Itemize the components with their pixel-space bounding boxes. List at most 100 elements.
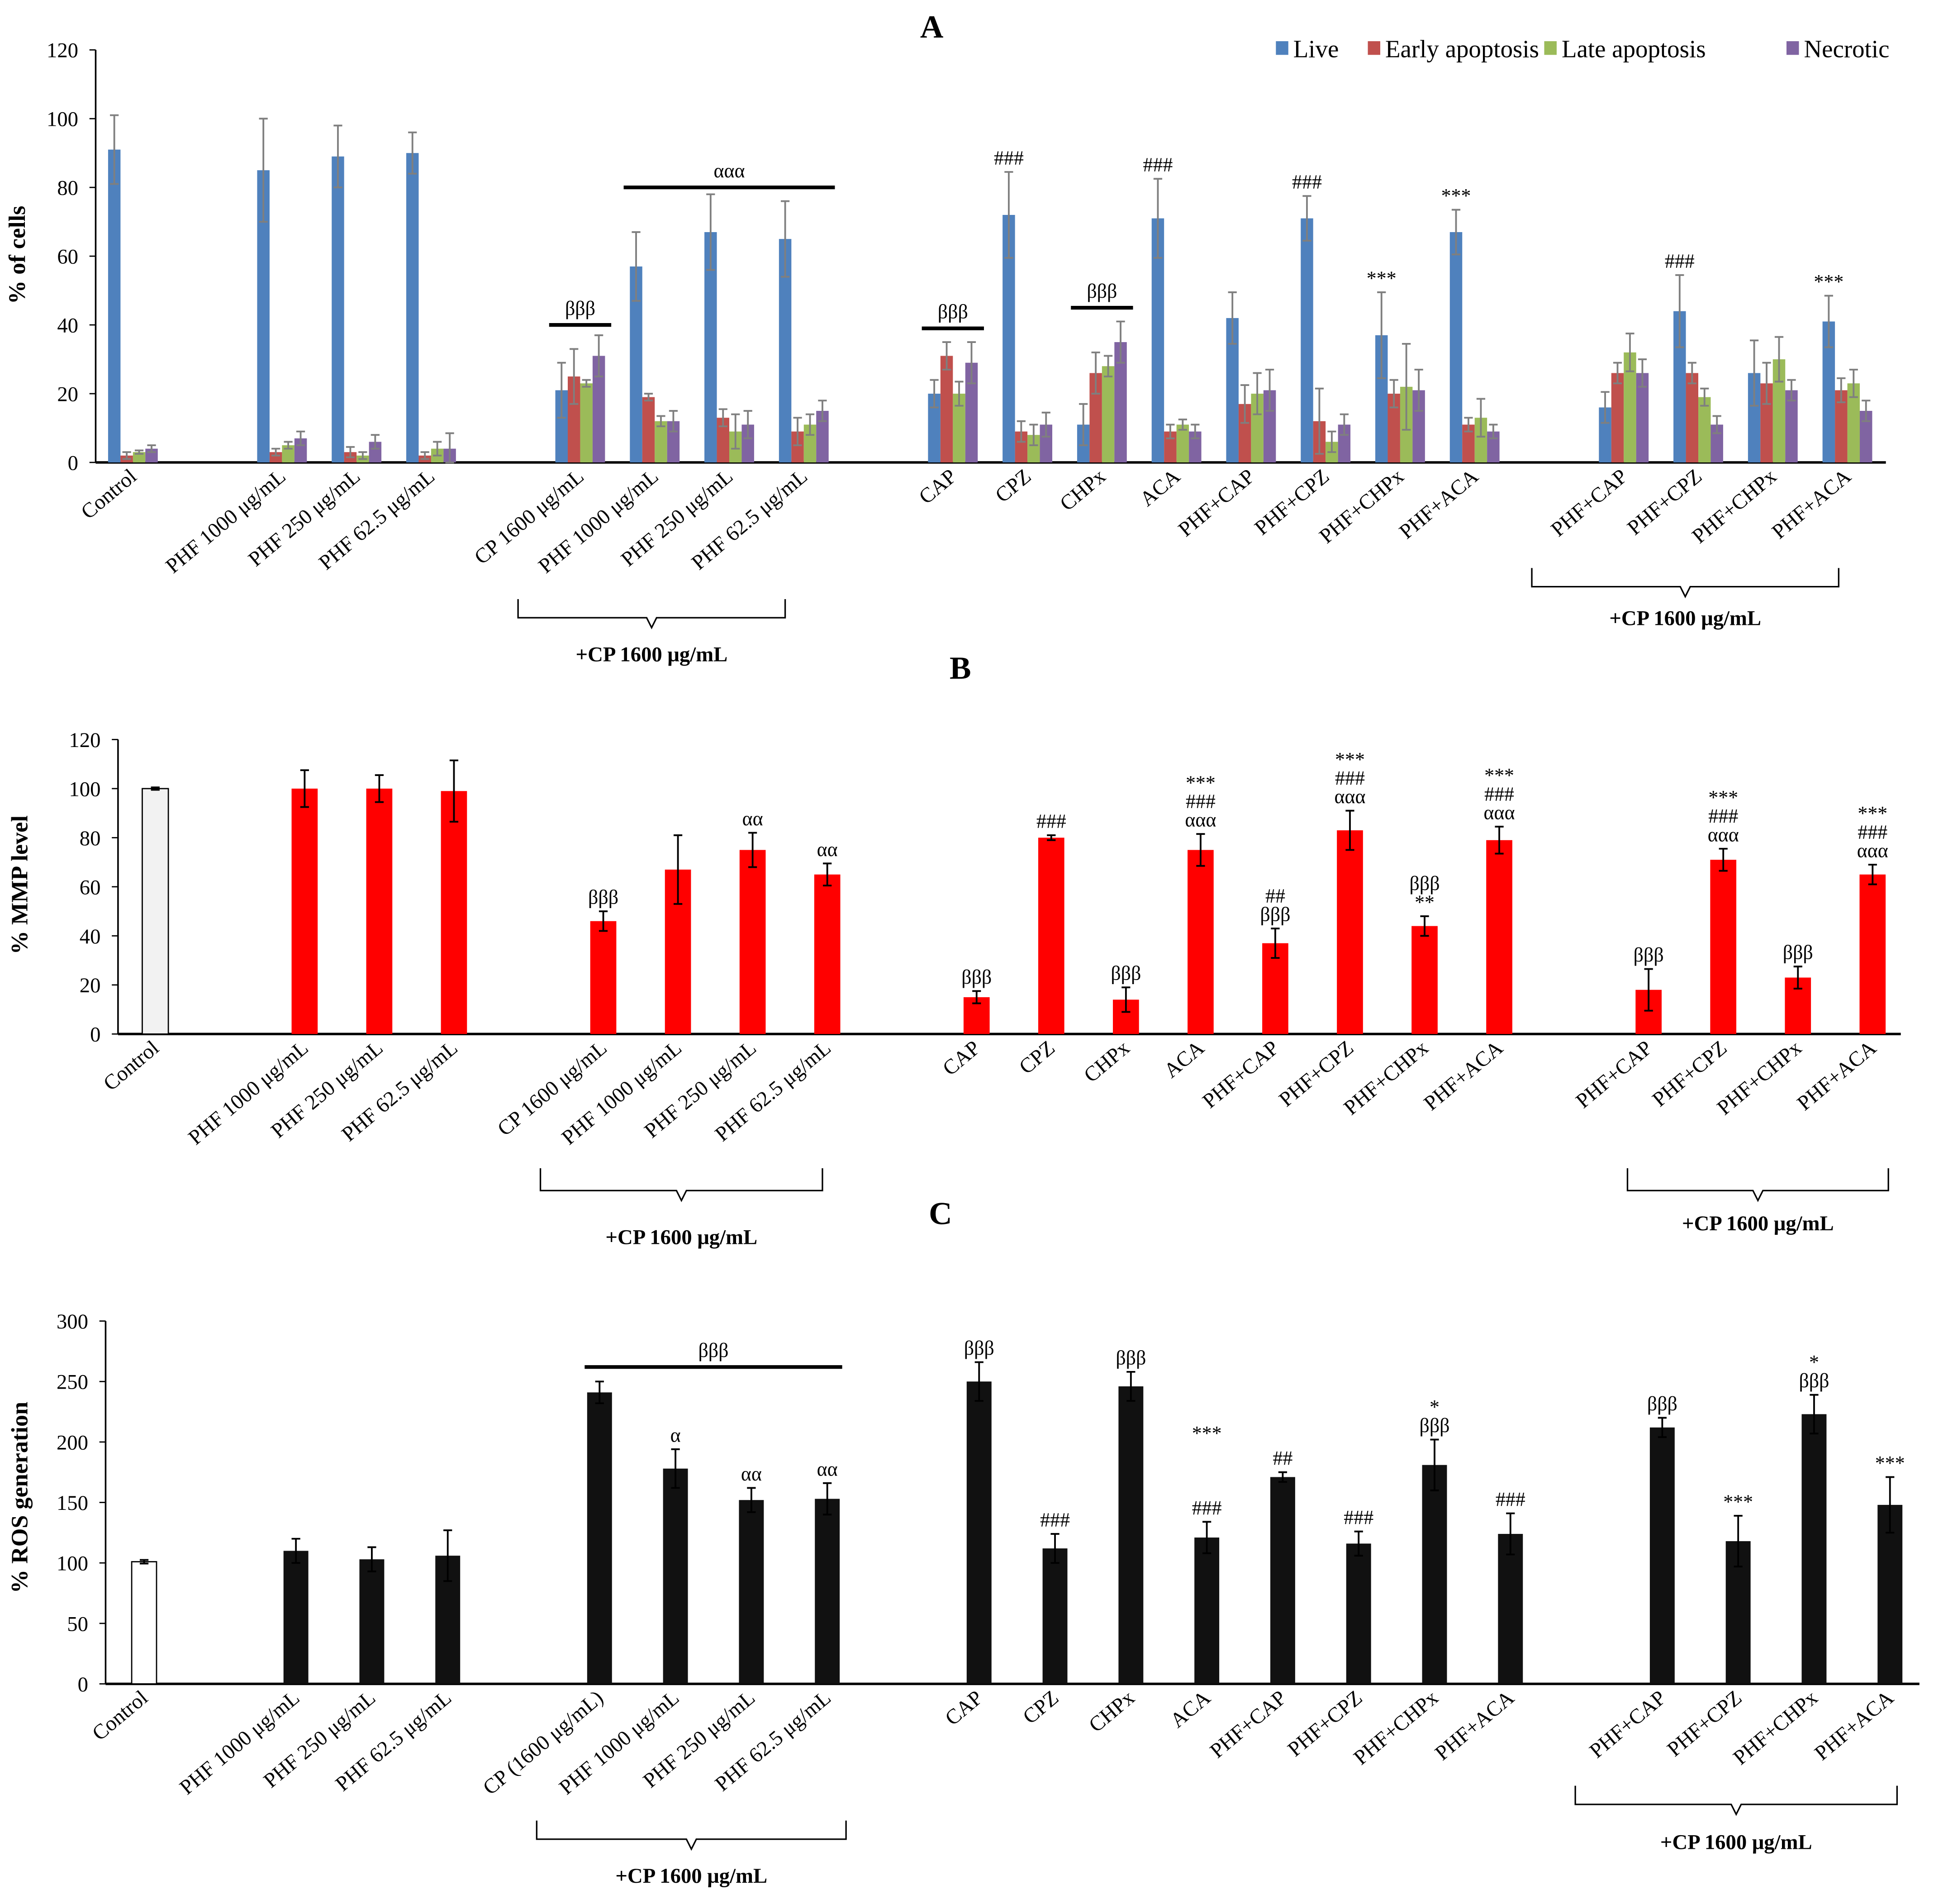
group-brace xyxy=(539,1168,823,1202)
significance-annotation: ** xyxy=(1415,891,1435,913)
y-tick-label: 100 xyxy=(57,1552,88,1576)
x-tick-label: PHF+CAP xyxy=(1206,1686,1291,1763)
significance-annotation: βββ xyxy=(1260,904,1290,926)
bar-mmp-level xyxy=(1411,926,1438,1034)
x-tick-label: CHPx xyxy=(1079,1036,1134,1087)
bar-mmp-level xyxy=(590,921,617,1034)
significance-bracket-label: ααα xyxy=(713,160,745,182)
significance-annotation: *** xyxy=(1708,786,1738,809)
x-tick-label: ACA xyxy=(1136,464,1185,511)
bar-mmp-level xyxy=(142,788,169,1035)
legend-label: Necrotic xyxy=(1804,35,1889,63)
legend-label: Early apoptosis xyxy=(1385,35,1539,63)
bar-live xyxy=(1151,218,1164,463)
x-tick-label: PHF+CAP xyxy=(1585,1686,1671,1763)
bar-ros-generation xyxy=(587,1392,612,1684)
legend-swatch xyxy=(1786,41,1799,55)
x-tick-label: PHF+ACA xyxy=(1793,1036,1881,1115)
y-tick-label: 120 xyxy=(47,39,78,62)
y-tick-label: 80 xyxy=(57,176,78,200)
group-brace-label: +CP 1600 μg/mL xyxy=(1660,1831,1812,1854)
x-tick-label: CHPx xyxy=(1055,464,1110,515)
y-tick-label: 100 xyxy=(69,777,100,801)
significance-annotation: αα xyxy=(817,838,838,861)
bar-ros-generation xyxy=(663,1468,688,1684)
x-tick-label: CPZ xyxy=(1018,1686,1063,1729)
bar-ros-generation xyxy=(1042,1548,1068,1684)
y-tick-label: 0 xyxy=(68,451,78,475)
significance-annotation: ### xyxy=(1665,250,1695,272)
significance-annotation: αα xyxy=(742,808,763,830)
bar-ros-generation xyxy=(1194,1537,1220,1684)
bar-mmp-level xyxy=(1337,830,1363,1034)
significance-annotation: βββ xyxy=(588,886,618,909)
significance-annotation: αα xyxy=(817,1458,838,1480)
significance-annotation: ### xyxy=(1292,171,1322,193)
bar-early-apoptosis xyxy=(1611,373,1624,463)
y-tick-label: 150 xyxy=(57,1491,88,1515)
significance-annotation: βββ xyxy=(1111,962,1141,985)
x-tick-label: PHF+ACA xyxy=(1395,464,1483,543)
group-brace xyxy=(1626,1168,1889,1202)
significance-annotation: αα xyxy=(741,1463,762,1485)
significance-annotation: ### xyxy=(1858,821,1887,843)
y-tick-label: 60 xyxy=(57,245,78,269)
y-tick-label: 0 xyxy=(78,1673,88,1696)
group-brace-label: +CP 1600 μg/mL xyxy=(576,643,728,666)
bar-live xyxy=(1301,218,1313,463)
group-brace-label: +CP 1600 μg/mL xyxy=(1682,1212,1834,1235)
bar-late-apoptosis xyxy=(1698,397,1711,463)
significance-annotation: *** xyxy=(1186,771,1216,794)
x-tick-label: ACA xyxy=(1166,1686,1215,1733)
y-tick-label: 60 xyxy=(80,876,101,899)
x-tick-label: PHF+CHPx xyxy=(1349,1686,1443,1770)
significance-annotation: βββ xyxy=(1799,1370,1829,1392)
y-tick-label: 120 xyxy=(69,728,100,752)
x-tick-label: PHF+ACA xyxy=(1810,1686,1898,1765)
bar-ros-generation xyxy=(815,1499,840,1684)
bar-mmp-level xyxy=(366,788,393,1034)
panel-title: B xyxy=(950,650,971,686)
significance-annotation: ααα xyxy=(1185,809,1216,831)
group-brace xyxy=(1531,568,1839,599)
bar-late-apoptosis xyxy=(1176,424,1189,463)
group-brace xyxy=(536,1820,847,1851)
significance-annotation: *** xyxy=(1875,1452,1905,1474)
bar-mmp-level xyxy=(1859,874,1886,1034)
bar-mmp-level xyxy=(1486,840,1512,1034)
significance-annotation: *** xyxy=(1484,764,1514,786)
significance-annotation: ### xyxy=(1186,790,1216,813)
significance-annotation: ## xyxy=(1265,885,1285,907)
y-tick-label: 200 xyxy=(57,1431,88,1454)
bar-early-apoptosis xyxy=(642,397,655,463)
bar-ros-generation xyxy=(1498,1534,1523,1684)
significance-bracket-label: βββ xyxy=(938,301,968,323)
chart-panel-c: C % ROS generation 0 50 100 150 200 250 300 Contr… xyxy=(7,1195,1919,1888)
significance-annotation: ### xyxy=(1484,783,1514,805)
bar-live xyxy=(1449,232,1463,463)
bar-ros-generation xyxy=(966,1381,992,1684)
bar-late-apoptosis xyxy=(580,383,593,463)
bar-ros-generation xyxy=(1270,1477,1295,1684)
x-tick-label: CPZ xyxy=(991,464,1036,507)
significance-annotation: ### xyxy=(1192,1497,1222,1519)
significance-annotation: βββ xyxy=(1783,942,1813,964)
significance-annotation: *** xyxy=(1441,185,1471,207)
significance-annotation: βββ xyxy=(1419,1414,1449,1437)
significance-annotation: *** xyxy=(1367,267,1397,289)
bar-ros-generation xyxy=(359,1559,385,1684)
x-tick-label: PHF+CAP xyxy=(1198,1036,1283,1113)
bar-early-apoptosis xyxy=(1686,373,1699,463)
legend-label: Late apoptosis xyxy=(1562,35,1706,63)
bar-mmp-level xyxy=(739,850,766,1034)
y-tick-label: 100 xyxy=(47,108,78,131)
legend-swatch xyxy=(1368,41,1380,55)
bar-ros-generation xyxy=(1422,1465,1447,1684)
y-axis-title: % of cells xyxy=(5,206,30,304)
y-tick-label: 20 xyxy=(57,383,78,406)
y-tick-label: 250 xyxy=(57,1371,88,1394)
x-tick-label: PHF+CHPx xyxy=(1729,1686,1822,1770)
significance-annotation: * xyxy=(1809,1351,1819,1373)
significance-annotation: *** xyxy=(1858,802,1887,824)
